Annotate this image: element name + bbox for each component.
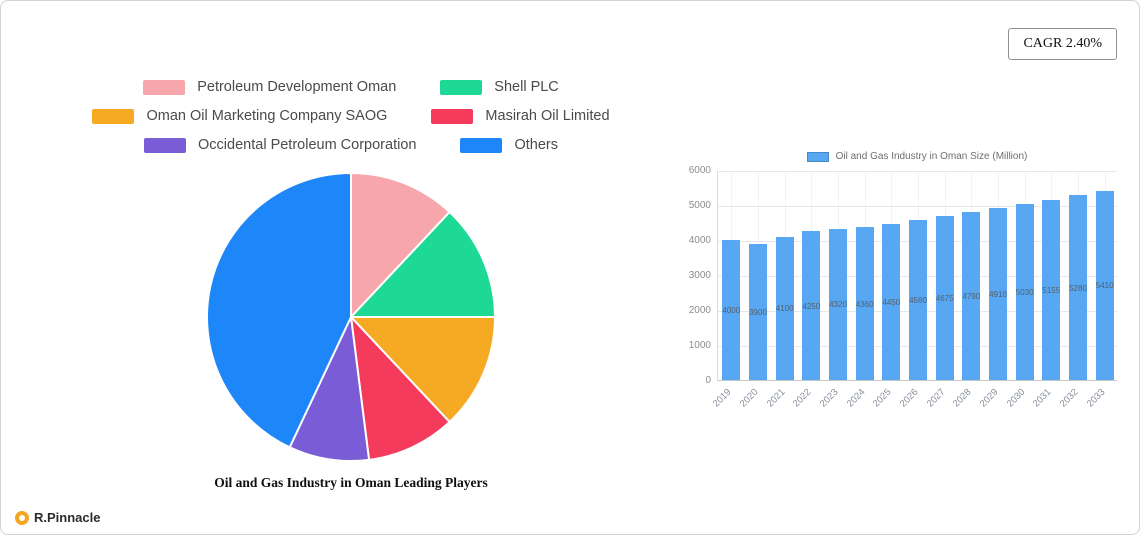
bar-value-label: 5030 (1015, 288, 1034, 297)
brand-ring-icon (15, 510, 29, 525)
y-axis-tick-label: 3000 (688, 270, 711, 281)
bar-value-label: 4000 (722, 306, 741, 315)
legend-swatch (460, 137, 503, 153)
y-axis-tick-label: 2000 (688, 305, 711, 316)
pie-legend-row: Petroleum Development Oman Shell PLC (143, 79, 559, 95)
legend-label: Shell PLC (494, 79, 559, 95)
bar-value-label: 4560 (909, 296, 927, 306)
pie-legend-item[interactable]: Masirah Oil Limited (431, 108, 610, 124)
legend-label: Others (514, 137, 558, 153)
bar-2020[interactable] (749, 243, 767, 380)
pie-legend-row: Occidental Petroleum Corporation Others (144, 137, 558, 153)
bar-2025[interactable] (882, 224, 901, 380)
legend-label: Occidental Petroleum Corporation (198, 137, 417, 153)
y-gridline (718, 171, 1117, 172)
bar-value-label: 3900 (749, 307, 767, 317)
cagr-label: CAGR 2.40% (1023, 36, 1102, 51)
bar-2029[interactable] (989, 208, 1007, 380)
bar-2026[interactable] (909, 220, 927, 380)
bar-2023[interactable] (829, 228, 847, 380)
bar-2024[interactable] (855, 227, 874, 380)
cagr-badge: CAGR 2.40% (1008, 28, 1117, 60)
bar-2019[interactable] (722, 240, 741, 380)
bar-value-label: 4360 (855, 299, 874, 309)
y-axis-tick-label: 0 (705, 375, 711, 386)
pie-slice-others[interactable] (206, 171, 352, 449)
legend-swatch (144, 137, 187, 153)
bar-legend[interactable]: Oil and Gas Industry in Oman Size (Milli… (717, 151, 1117, 162)
pie-legend-item[interactable]: Shell PLC (440, 79, 559, 95)
bar-2031[interactable] (1042, 199, 1061, 380)
pie-slice-shell-plc[interactable] (348, 210, 497, 318)
pie-chart (41, 169, 661, 465)
legend-swatch (440, 79, 483, 95)
bar-legend-label: Oil and Gas Industry in Oman Size (Milli… (835, 151, 1028, 162)
bar-2028[interactable] (962, 212, 981, 380)
bar-value-label: 5410 (1095, 281, 1114, 291)
pie-slice-oman-oil-marketing-company-saog[interactable] (348, 316, 497, 424)
pie-chart-svg (206, 171, 497, 462)
bar-value-label: 4790 (962, 292, 981, 302)
bar-chart-section: Oil and Gas Industry in Oman Size (Milli… (677, 143, 1139, 443)
bar-value-label: 4100 (775, 304, 794, 314)
y-axis-tick-label: 5000 (688, 200, 711, 211)
legend-swatch (143, 79, 186, 95)
pie-legend-row: Oman Oil Marketing Company SAOG Masirah O… (92, 108, 610, 124)
bar-value-label: 4250 (802, 301, 821, 311)
bar-legend-swatch (806, 151, 829, 162)
bar-2021[interactable] (775, 236, 794, 380)
y-gridline (718, 206, 1117, 207)
legend-swatch (431, 108, 474, 124)
pie-slice-petroleum-development-oman[interactable] (350, 171, 451, 320)
pie-legend-item[interactable]: Occidental Petroleum Corporation (144, 137, 416, 153)
pie-slice-occidental-petroleum-corporation[interactable] (288, 313, 371, 462)
pie-legend-item[interactable]: Petroleum Development Oman (143, 79, 396, 95)
bar-value-label: 4450 (882, 298, 901, 308)
bar-2033[interactable] (1095, 190, 1114, 380)
pie-legend-item[interactable]: Oman Oil Marketing Company SAOG (92, 108, 387, 124)
pie-legend-item[interactable]: Others (460, 137, 558, 153)
brand-logo: R.Pinnacle (15, 510, 100, 525)
bar-value-label: 4320 (829, 300, 847, 310)
brand-name: R.Pinnacle (34, 510, 101, 525)
bar-value-label: 4675 (935, 294, 954, 304)
bar-2022[interactable] (802, 231, 821, 380)
bar-2030[interactable] (1015, 203, 1034, 380)
bar-value-label: 5155 (1042, 285, 1061, 295)
pie-legend: Petroleum Development Oman Shell PLC Oman … (41, 79, 661, 153)
y-axis-tick-label: 4000 (688, 235, 711, 246)
legend-label: Petroleum Development Oman (197, 79, 397, 95)
y-axis-tick-label: 1000 (688, 340, 711, 351)
bar-2032[interactable] (1069, 195, 1087, 380)
bar-2027[interactable] (935, 216, 954, 380)
legend-label: Oman Oil Marketing Company SAOG (146, 108, 388, 124)
legend-swatch (92, 108, 135, 124)
legend-label: Masirah Oil Limited (485, 108, 610, 124)
pie-slice-masirah-oil-limited[interactable] (349, 314, 451, 461)
y-axis-tick-label: 6000 (688, 165, 711, 176)
bar-value-label: 5280 (1069, 283, 1087, 293)
bar-value-label: 4910 (989, 290, 1007, 300)
pie-chart-section: Petroleum Development Oman Shell PLC Oman … (41, 79, 661, 491)
pie-chart-title: Oil and Gas Industry in Oman Leading Pla… (214, 475, 488, 490)
bar-plot-area: 4000 3900 4100 4250 4320 4360 4450 4560 4675 4790… (717, 171, 1117, 381)
